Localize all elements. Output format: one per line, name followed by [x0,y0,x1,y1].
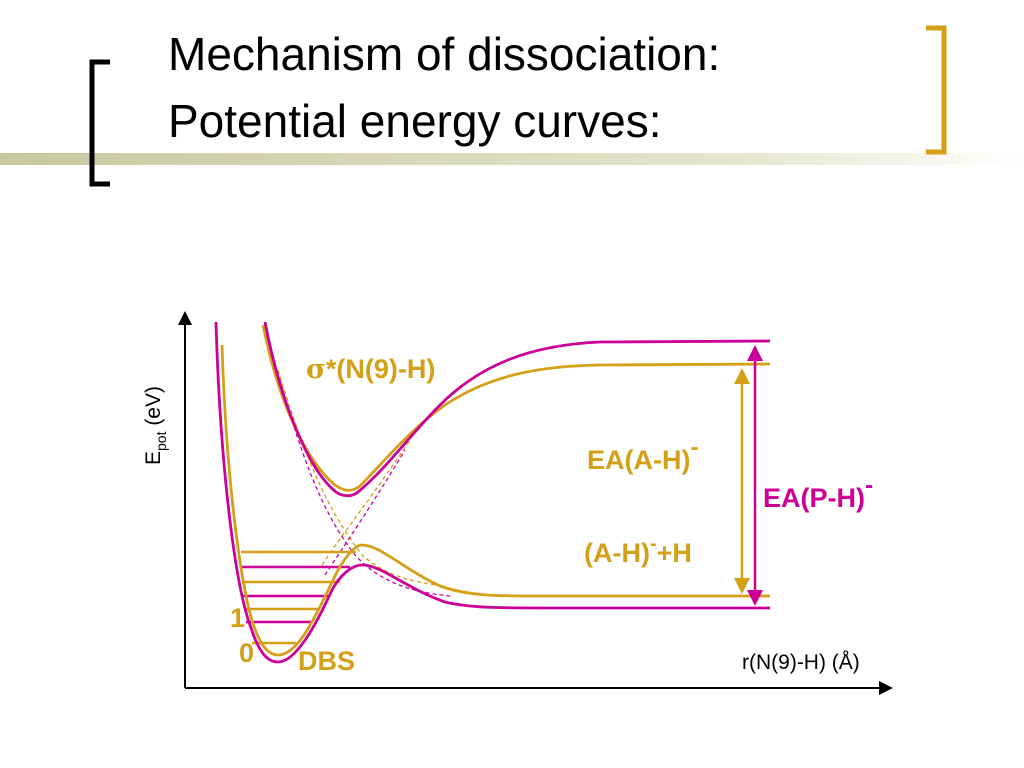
level-0-label: 0 [239,638,254,668]
right-bracket [926,25,947,155]
product-label-b: +H [657,538,692,568]
x-axis-label: r(N(9)-H) (Å) [742,651,860,674]
magenta-dashed-rising [324,449,406,576]
product-label-sup: - [650,533,657,555]
ea-ah-label-text: EA(A-H) [587,445,690,475]
dbs-label: DBS [298,646,355,676]
product-label-a: (A-H) [584,538,650,568]
magenta-sigma-curve [263,321,771,498]
left-bracket [89,59,110,187]
ea-ph-label-sup: - [865,472,873,499]
accent-band [0,153,1024,165]
magenta-dashed-repulsive [279,379,451,597]
y-axis-label: Epot (eV) [142,386,169,465]
gold-curves [220,324,771,657]
y-axis-label-main: E [142,451,165,465]
ea-ah-arrow-top [734,368,750,384]
ea-ph-label: EA(P-H)- [763,472,873,513]
product-label: (A-H)-+H [584,533,692,568]
ea-arrows [734,345,763,606]
ea-ah-label-sup: - [690,434,698,461]
ea-ph-label-text: EA(P-H) [763,483,865,513]
ea-ah-arrow-bottom [734,578,750,594]
axes [178,311,893,695]
ea-ah-label: EA(A-H)- [587,434,698,475]
title-line-2: Potential energy curves: [168,95,662,147]
sigma-symbol: σ [306,354,326,385]
y-axis-label-sub: pot [153,431,169,451]
gold-sigma-curve [261,324,771,492]
y-axis-label-unit: (eV) [142,386,165,432]
gold-ground-curve [220,344,770,657]
ea-ph-arrow-top [747,345,763,361]
sigma-star-label: σ*(N(9)-H) [306,354,435,385]
magenta-curves [214,321,771,664]
magenta-ground-curve [214,321,770,664]
ea-ph-arrow-bottom [747,590,763,606]
title-line-1: Mechanism of dissociation: [168,28,720,80]
vibrational-levels [241,550,356,645]
gold-dashed-repulsive [277,369,446,587]
level-1-label: 1 [230,603,245,633]
sigma-label-text: *(N(9)-H) [326,354,435,384]
